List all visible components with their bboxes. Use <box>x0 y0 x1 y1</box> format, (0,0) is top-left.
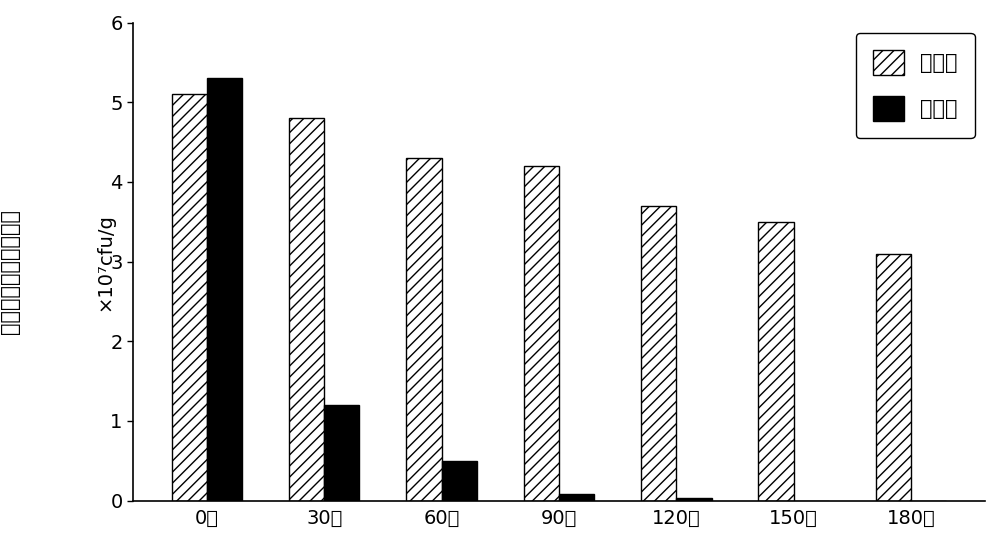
Bar <box>758 222 794 501</box>
Y-axis label: ×10⁷cfu/g: ×10⁷cfu/g <box>95 213 114 311</box>
Legend: 微胶囊, 发酵液: 微胶囊, 发酵液 <box>856 33 975 138</box>
Bar <box>676 498 712 501</box>
Bar <box>641 206 676 501</box>
Bar <box>207 78 242 501</box>
Bar <box>524 166 559 501</box>
Text: 阿姆利则链霉菌活菌数: 阿姆利则链霉菌活菌数 <box>0 209 20 334</box>
Bar <box>406 158 442 501</box>
Bar <box>324 405 359 501</box>
Bar <box>172 94 207 501</box>
Bar <box>559 494 594 501</box>
Bar <box>876 254 911 501</box>
Bar <box>442 461 477 501</box>
Bar <box>289 118 324 501</box>
